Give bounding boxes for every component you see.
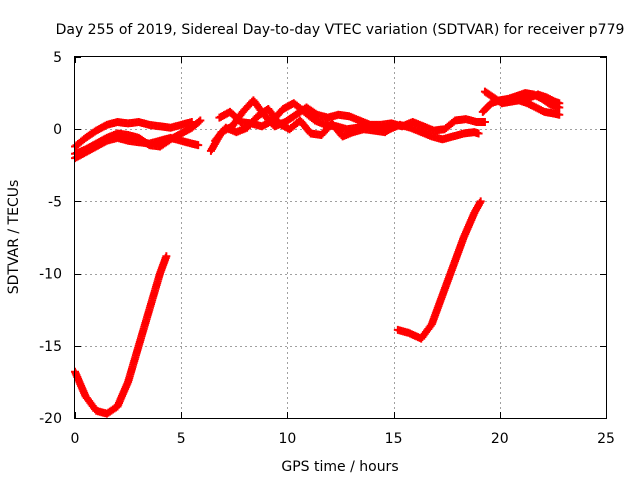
data-point [480,117,489,126]
points-layer [71,87,564,418]
series-track-b [393,197,485,343]
series-track-g [206,96,489,155]
data-point [196,116,205,125]
series-track-a [71,252,171,418]
plot-frame [74,56,607,419]
y-tick-label: -5 [48,194,62,210]
chart-title: Day 255 of 2019, Sidereal Day-to-day VTE… [56,22,625,38]
data-point [194,117,203,126]
data-point [162,252,171,261]
y-tick-label: 0 [53,122,62,138]
x-axis-label: GPS time / hours [281,459,398,475]
series-track-h [211,104,400,145]
series-track-k [517,90,564,108]
x-tick-label: 5 [177,431,186,447]
y-tick-label: -10 [39,267,62,283]
y-tick-label: -15 [39,339,62,355]
data-point [555,99,564,108]
x-tick-label: 0 [71,431,80,447]
data-point [390,121,399,130]
series-track-j [480,87,564,119]
data-point [194,141,203,150]
x-tick-label: 10 [278,431,296,447]
x-tick-label: 25 [597,431,615,447]
y-tick-label: -20 [39,411,62,427]
x-tick-label: 20 [491,431,509,447]
data-point [476,197,485,206]
series-track-e [71,116,205,158]
data-point [555,110,564,119]
y-tick-label: 5 [53,50,62,66]
y-axis-label: SDTVAR / TECUs [6,180,22,295]
data-point [474,129,483,138]
data-point [391,120,400,129]
series-track-c [71,117,196,151]
x-tick-label: 15 [385,431,403,447]
